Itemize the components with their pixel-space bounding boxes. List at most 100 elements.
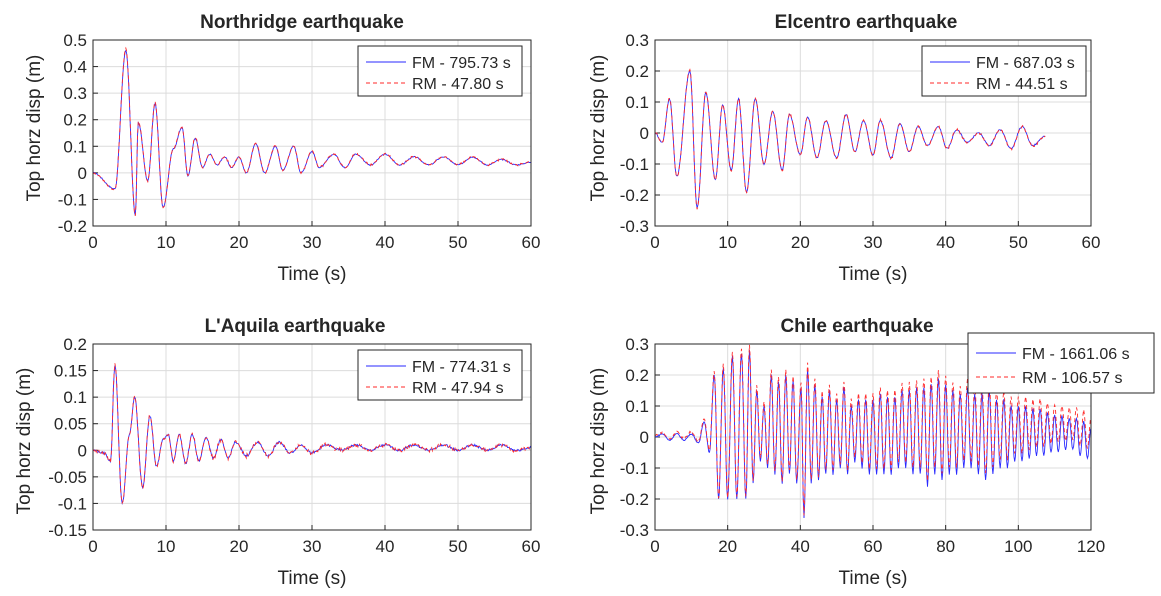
chart-title: Chile earthquake	[780, 316, 933, 337]
axes-frame	[654, 39, 1092, 227]
y-tick-label: -0.2	[620, 186, 649, 205]
y-tick-label: -0.1	[58, 494, 87, 513]
y-tick-label: 0.2	[625, 366, 649, 385]
series-line-fm	[92, 365, 532, 505]
x-tick-label: 10	[157, 537, 176, 556]
y-tick-label: -0.05	[48, 468, 87, 487]
plot-area	[92, 46, 532, 216]
y-axis-label: Top horz disp (m)	[14, 368, 35, 515]
legend: FM - 687.03 s RM - 44.51 s	[921, 45, 1087, 97]
tick-labels: 0 10 20 30 40 50 60 -0.15 -0.1 -0.05 0 0.05 0.1 0.15 0…	[48, 335, 540, 556]
chart-panel-northridge: Northridge earthquake 0 10 20 30 40 50 60 -0.2 -…	[24, 12, 540, 285]
x-tick-label: 30	[303, 233, 322, 252]
axes-frame	[92, 343, 532, 531]
legend-label-rm: RM - 47.80 s	[412, 76, 504, 93]
legend-label-fm: FM - 795.73 s	[412, 55, 511, 72]
chart-panel-chile: Chile earthquake 0 20 40 60 80 100 120 -0.3 -0.2…	[588, 316, 1155, 589]
axes-frame	[654, 343, 1092, 531]
series-line-rm	[654, 68, 1046, 210]
axes-frame	[92, 39, 532, 227]
series-line-rm	[654, 344, 1092, 516]
y-tick-label: 0	[640, 124, 649, 143]
tick-labels: 0 20 40 60 80 100 120 -0.3 -0.2 -0.1 0 0.1 0.2 0.3	[620, 335, 1105, 556]
y-tick-label: -0.15	[48, 521, 87, 540]
x-axis-label: Time (s)	[278, 264, 347, 285]
legend-box	[921, 45, 1087, 97]
x-tick-label: 20	[718, 537, 737, 556]
x-tick-label: 80	[936, 537, 955, 556]
tick-labels: 0 10 20 30 40 50 60 -0.3 -0.2 -0.1 0 0.1 0.2 0.3	[620, 31, 1101, 252]
x-tick-label: 30	[303, 537, 322, 556]
plot-area	[654, 344, 1092, 519]
x-tick-label: 40	[376, 233, 395, 252]
y-tick-label: 0.1	[625, 397, 649, 416]
plot-area	[654, 68, 1046, 210]
x-tick-label: 40	[376, 537, 395, 556]
y-tick-label: 0.5	[63, 31, 87, 50]
y-tick-label: 0	[78, 164, 87, 183]
legend-label-rm: RM - 106.57 s	[1022, 370, 1122, 387]
y-tick-label: 0	[640, 428, 649, 447]
series-line-fm	[92, 49, 532, 216]
chart-panel-laquila: L'Aquila earthquake 0 10 20 30 40 50 60 -0.15 -0…	[14, 316, 540, 589]
y-tick-label: -0.1	[620, 459, 649, 478]
y-tick-label: 0.3	[625, 31, 649, 50]
x-axis-label: Time (s)	[278, 568, 347, 589]
chart-title: Elcentro earthquake	[775, 12, 958, 33]
y-tick-label: -0.2	[58, 217, 87, 236]
x-tick-label: 50	[449, 537, 468, 556]
x-tick-label: 50	[1009, 233, 1028, 252]
y-tick-label: 0.2	[63, 335, 87, 354]
chart-title: L'Aquila earthquake	[205, 316, 386, 337]
x-axis-label: Time (s)	[839, 568, 908, 589]
y-tick-label: 0.1	[63, 137, 87, 156]
y-axis-label: Top horz disp (m)	[24, 55, 45, 202]
legend-box	[357, 349, 523, 401]
tick-labels: 0 10 20 30 40 50 60 -0.2 -0.1 0 0.1 0.2 0.3 0.4 0.5	[58, 31, 541, 252]
legend: FM - 1661.06 s RM - 106.57 s	[967, 332, 1155, 394]
y-tick-label: 0.15	[54, 362, 87, 381]
x-tick-label: 40	[936, 233, 955, 252]
y-tick-label: 0.3	[625, 335, 649, 354]
y-tick-label: -0.3	[620, 217, 649, 236]
y-tick-label: 0.4	[63, 58, 87, 77]
y-tick-label: -0.1	[58, 190, 87, 209]
x-tick-label: 60	[1082, 233, 1101, 252]
chart-title: Northridge earthquake	[200, 12, 404, 33]
x-tick-label: 10	[718, 233, 737, 252]
y-axis-label: Top horz disp (m)	[588, 368, 609, 515]
legend-label-fm: FM - 774.31 s	[412, 359, 511, 376]
x-tick-label: 30	[864, 233, 883, 252]
legend-label-fm: FM - 1661.06 s	[1022, 346, 1130, 363]
legend-label-rm: RM - 44.51 s	[976, 76, 1068, 93]
y-tick-label: 0.05	[54, 415, 87, 434]
y-tick-label: 0.2	[63, 111, 87, 130]
y-axis-label: Top horz disp (m)	[588, 55, 609, 202]
chart-panel-elcentro: Elcentro earthquake 0 10 20 30 40 50 60 -0.3 -0.…	[588, 12, 1100, 285]
y-tick-label: -0.1	[620, 155, 649, 174]
x-tick-label: 60	[864, 537, 883, 556]
y-tick-label: 0	[78, 441, 87, 460]
x-tick-label: 20	[230, 233, 249, 252]
y-tick-label: 0.1	[625, 93, 649, 112]
x-tick-label: 60	[522, 233, 541, 252]
x-tick-label: 20	[230, 537, 249, 556]
legend-box	[967, 332, 1155, 394]
x-tick-label: 50	[449, 233, 468, 252]
y-tick-label: 0.1	[63, 388, 87, 407]
x-tick-label: 120	[1077, 537, 1105, 556]
x-tick-label: 60	[522, 537, 541, 556]
x-tick-label: 40	[791, 537, 810, 556]
y-tick-label: -0.2	[620, 490, 649, 509]
x-tick-label: 100	[1004, 537, 1032, 556]
x-tick-label: 0	[650, 537, 659, 556]
legend-label-fm: FM - 687.03 s	[976, 55, 1075, 72]
legend: FM - 774.31 s RM - 47.94 s	[357, 349, 523, 401]
x-axis-label: Time (s)	[839, 264, 908, 285]
x-tick-label: 0	[88, 537, 97, 556]
x-tick-label: 0	[650, 233, 659, 252]
legend: FM - 795.73 s RM - 47.80 s	[357, 45, 523, 97]
y-tick-label: -0.3	[620, 521, 649, 540]
